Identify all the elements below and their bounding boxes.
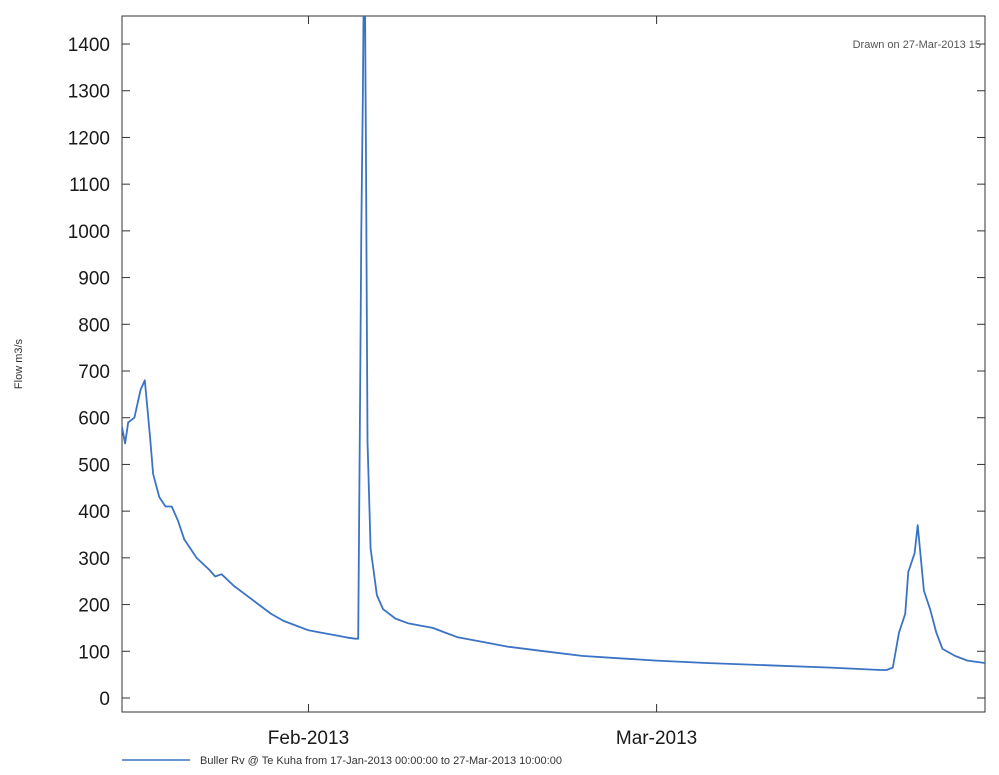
y-tick-label: 300 [78, 549, 110, 570]
y-tick-label: 800 [78, 315, 110, 336]
y-axis-label: Flow m3/s [13, 338, 25, 389]
y-tick-label: 1200 [68, 128, 110, 149]
y-tick-label: 500 [78, 455, 110, 476]
plot-area [121, 15, 986, 713]
y-tick-label: 100 [78, 642, 110, 663]
x-tick-label: Feb-2013 [268, 728, 349, 749]
y-tick-label: 0 [99, 689, 110, 710]
x-axis: Feb-2013 Mar-2013 [268, 16, 697, 749]
y-tick-label: 1300 [68, 82, 110, 103]
legend: Buller Rv @ Te Kuha from 17-Jan-2013 00:… [122, 755, 562, 767]
y-tick-label: 400 [78, 502, 110, 523]
legend-label: Buller Rv @ Te Kuha from 17-Jan-2013 00:… [200, 755, 562, 767]
drawn-on-annotation: Drawn on 27-Mar-2013 15 [853, 39, 981, 51]
y-tick-label: 200 [78, 596, 110, 617]
y-tick-label: 1400 [68, 35, 110, 56]
x-tick-label: Mar-2013 [616, 728, 697, 749]
series-group [122, 16, 985, 671]
y-tick-label: 1000 [68, 222, 110, 243]
y-tick-label: 600 [78, 409, 110, 430]
series-line-0 [122, 16, 985, 671]
y-tick-label: 900 [78, 269, 110, 290]
y-axis: 0 100 200 300 400 500 600 700 800 900 1000 1100 1200… [68, 35, 985, 710]
y-tick-label: 700 [78, 362, 110, 383]
y-tick-label: 1100 [69, 175, 110, 196]
